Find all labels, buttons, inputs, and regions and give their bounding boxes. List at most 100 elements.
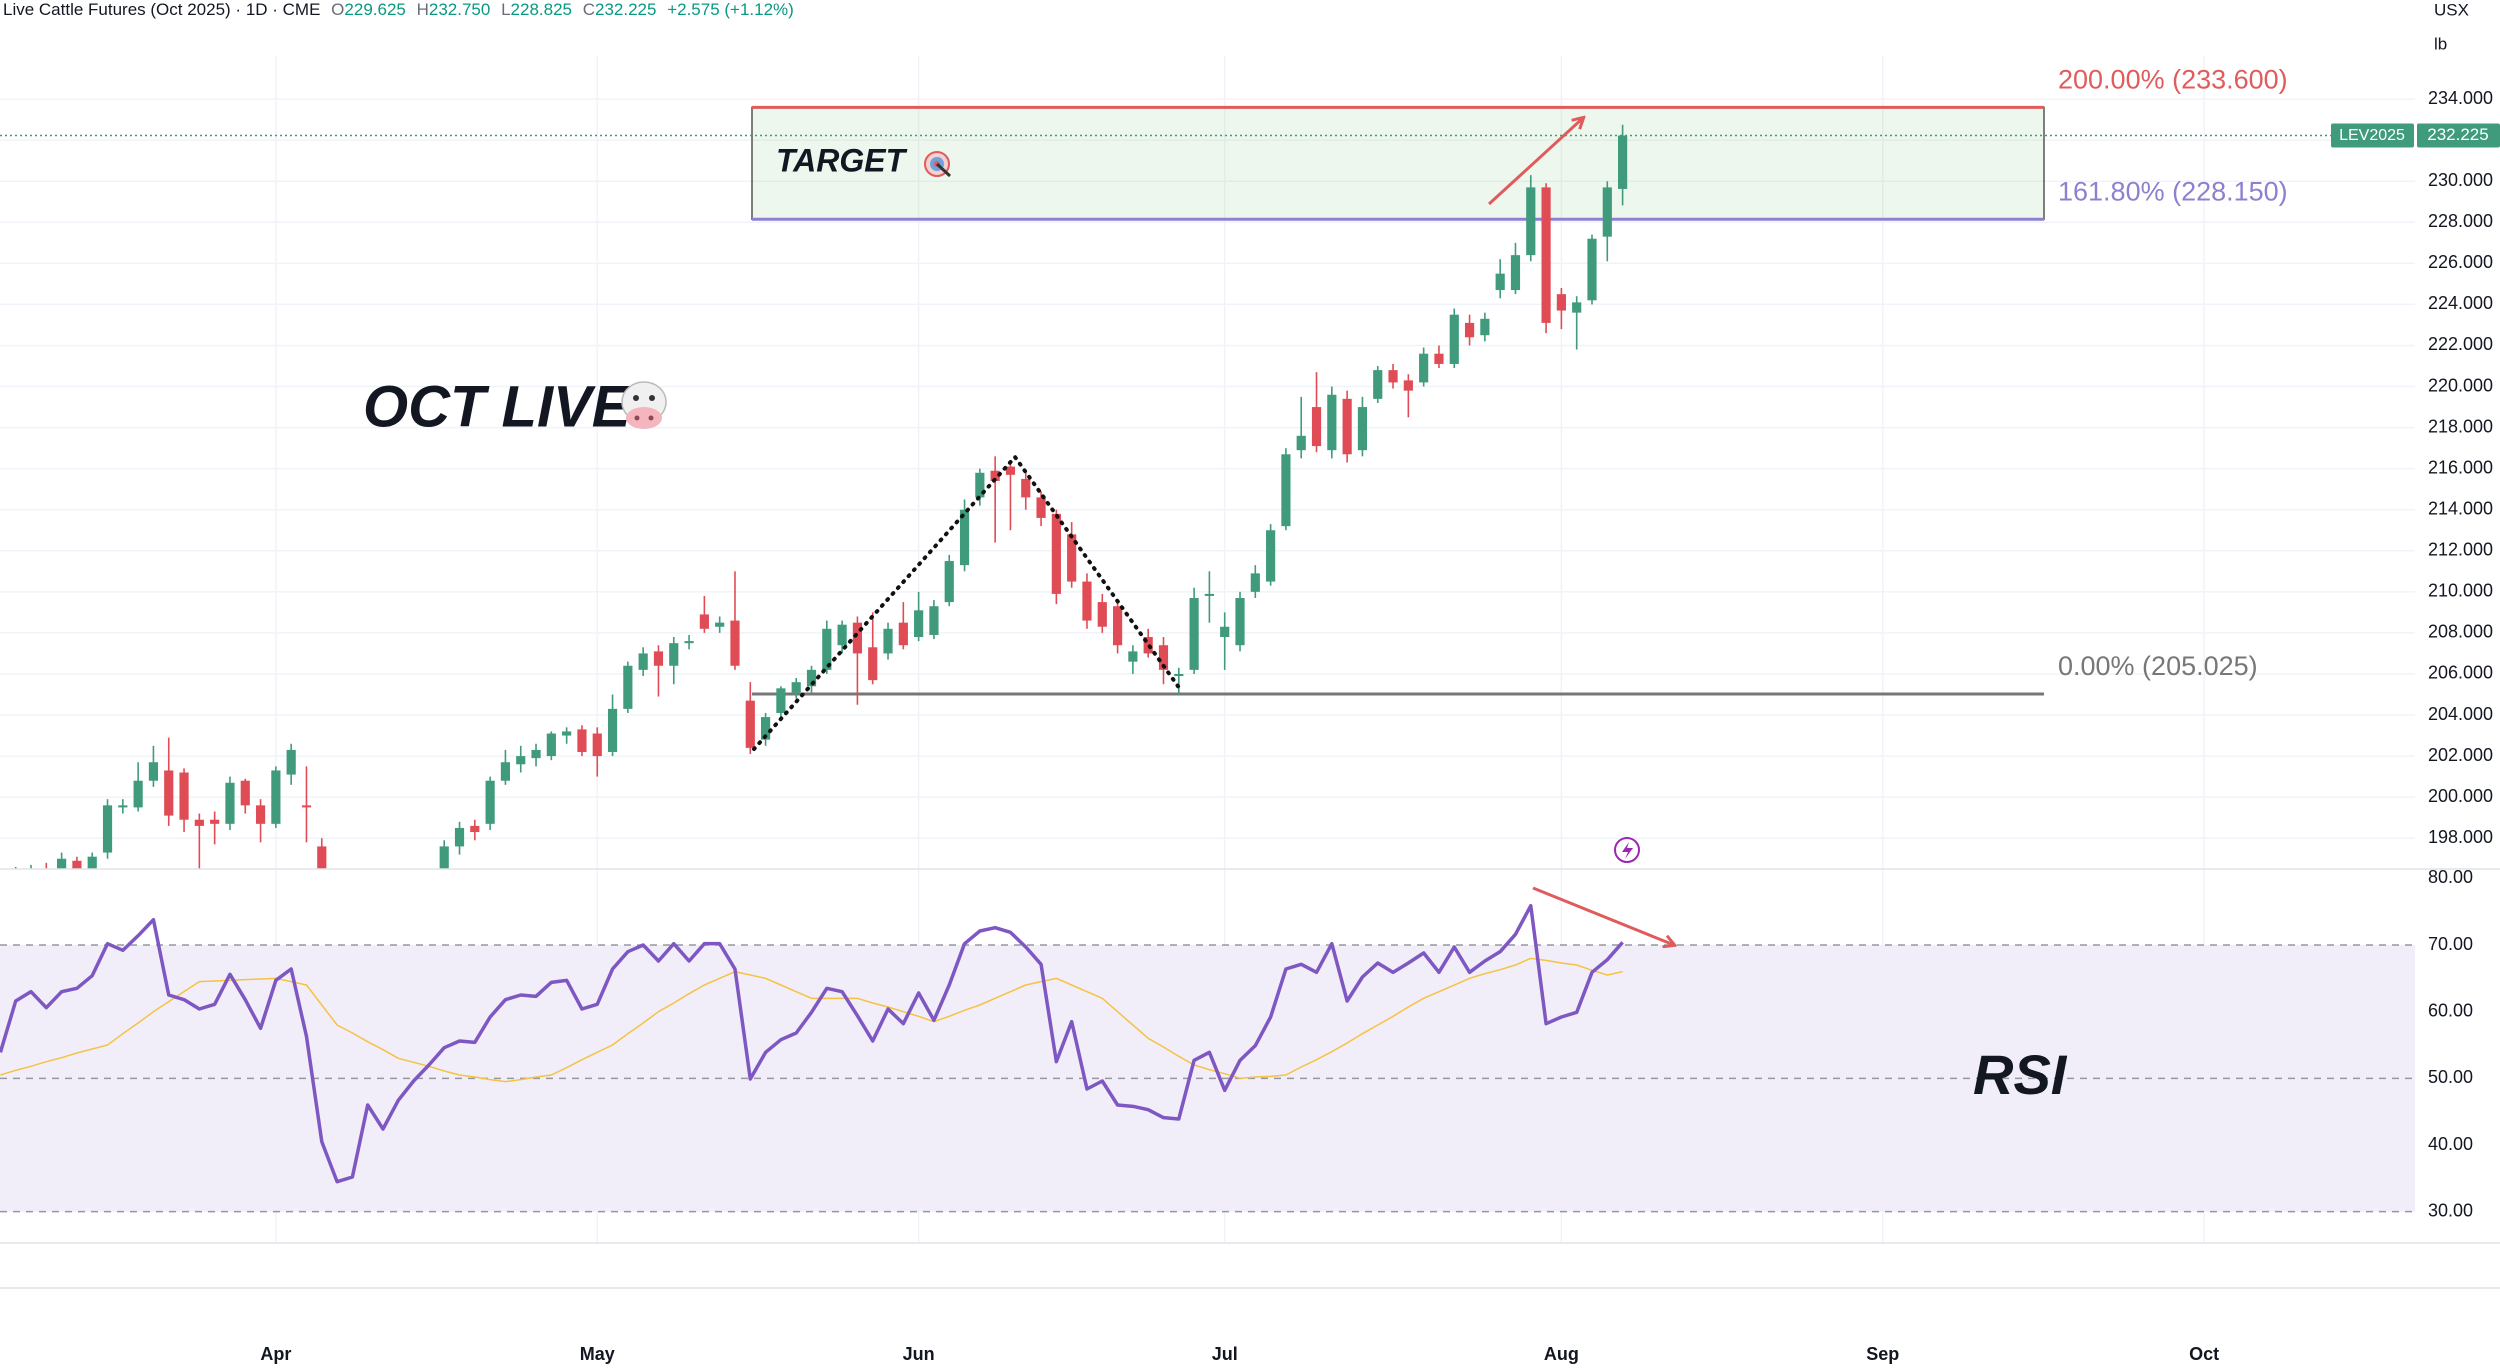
candle-body <box>1495 273 1505 291</box>
trend-arrow <box>1487 118 1583 206</box>
candle-body <box>684 641 694 644</box>
target-label: TARGET <box>776 142 908 178</box>
x-tick-label: Oct <box>2189 1344 2219 1364</box>
price-tag-box <box>2417 123 2500 148</box>
x-tick-label: Jun <box>903 1344 935 1364</box>
candle-body <box>1128 651 1138 662</box>
candle-body <box>57 858 67 869</box>
candle-body <box>1587 238 1597 301</box>
candle-body <box>1174 673 1184 677</box>
candle-body <box>225 782 235 824</box>
cow-icon <box>621 381 667 429</box>
x-tick-label: Sep <box>1866 1344 1899 1364</box>
candle-body <box>592 733 602 757</box>
ohlc-key: C <box>583 0 595 19</box>
candle-body <box>1266 530 1276 582</box>
candle-body <box>271 770 281 824</box>
candle-body <box>822 628 832 670</box>
candle-body <box>791 682 801 693</box>
quantity-unit: lb <box>2434 34 2447 53</box>
axes: 198.000 200.000 202.000 204.000 206.000 208.0… <box>0 88 2500 1364</box>
candle-body <box>1434 353 1444 364</box>
candle-body <box>669 643 679 666</box>
x-tick-label: Aug <box>1544 1344 1579 1364</box>
candle-body <box>301 805 312 808</box>
candle-body <box>1526 187 1536 256</box>
y-tick-label: 208.000 <box>2428 622 2493 642</box>
candle-body <box>1158 645 1169 670</box>
candle-body <box>516 756 526 765</box>
y-tick-label: 214.000 <box>2428 498 2493 518</box>
rsi-tick-label: 70.00 <box>2428 934 2473 954</box>
target-icon <box>924 151 952 178</box>
rsi-label: RSI <box>1973 1043 2068 1106</box>
candle-body <box>1480 318 1490 336</box>
candle-body <box>1403 380 1413 391</box>
candle-body <box>1250 573 1260 592</box>
rsi-tick-label: 40.00 <box>2428 1134 2473 1154</box>
price-change: +2.575 (+1.12%) <box>667 0 794 19</box>
candle-body <box>1510 255 1521 291</box>
rsi-tick-label: 80.00 <box>2428 867 2473 887</box>
candle-body <box>776 688 786 713</box>
event-icon <box>1614 837 1640 863</box>
candle-body <box>653 651 664 666</box>
candle-body <box>745 700 755 748</box>
level-label: 161.80% (228.150) <box>2058 176 2288 206</box>
candle-body <box>761 717 771 740</box>
candle-body <box>975 472 985 498</box>
candle-body <box>868 647 878 681</box>
candle-body <box>500 762 511 781</box>
candle-body <box>990 470 1000 481</box>
candle-body <box>944 561 954 603</box>
chart-label: OCT LIVE <box>363 374 633 439</box>
rsi-tick-label: 30.00 <box>2428 1200 2473 1220</box>
ohlc-value: 232.750 <box>429 0 490 19</box>
candle-body <box>1097 602 1107 627</box>
candle-body <box>1082 581 1092 621</box>
ohlc-value: 229.625 <box>344 0 405 19</box>
candle-body <box>317 846 327 869</box>
symbol-title: Live Cattle Futures (Oct 2025) · 1D · CM… <box>3 0 320 19</box>
candle-body <box>1036 497 1046 518</box>
candle-body <box>929 606 939 635</box>
y-tick-label: 204.000 <box>2428 704 2493 724</box>
ohlc-value: 232.225 <box>595 0 656 19</box>
candle-body <box>914 610 924 638</box>
candle-body <box>1296 435 1306 451</box>
candle-body <box>87 856 97 869</box>
candle-body <box>1281 454 1291 527</box>
y-tick-label: 206.000 <box>2428 663 2493 683</box>
ohlc-key: O <box>331 0 344 19</box>
candle-body <box>470 825 480 833</box>
y-tick-label: 220.000 <box>2428 375 2493 395</box>
candle-body <box>1572 302 1582 313</box>
symbol-tag-box <box>2331 123 2414 148</box>
header: Live Cattle Futures (Oct 2025) · 1D · CM… <box>3 0 794 19</box>
candle-body <box>623 665 633 709</box>
zigzag-drawing <box>752 453 1182 751</box>
candle-body <box>1112 606 1123 646</box>
candle-body <box>1419 353 1429 383</box>
y-tick-label: 218.000 <box>2428 416 2493 436</box>
candle-body <box>1373 370 1383 399</box>
candle-body <box>1602 187 1612 237</box>
candle-body <box>102 805 113 853</box>
candle-body <box>255 805 266 824</box>
candle-body <box>1556 294 1566 311</box>
y-tick-label: 210.000 <box>2428 581 2493 601</box>
candle-body <box>1388 370 1398 383</box>
candle-body <box>959 509 970 566</box>
candle-body <box>1357 407 1368 451</box>
x-tick-label: Jul <box>1212 1344 1238 1364</box>
candle-body <box>715 622 725 627</box>
symbol-tag: LEV2025 <box>2339 127 2405 144</box>
divergence-arrow <box>1532 886 1674 945</box>
candle-body <box>806 669 817 687</box>
rsi-line <box>0 903 1624 1184</box>
y-tick-label: 228.000 <box>2428 211 2493 231</box>
candle-body <box>1189 598 1199 670</box>
price-tag: 232.225 <box>2427 125 2488 144</box>
candle-body <box>638 653 648 670</box>
candle-body <box>546 733 556 757</box>
